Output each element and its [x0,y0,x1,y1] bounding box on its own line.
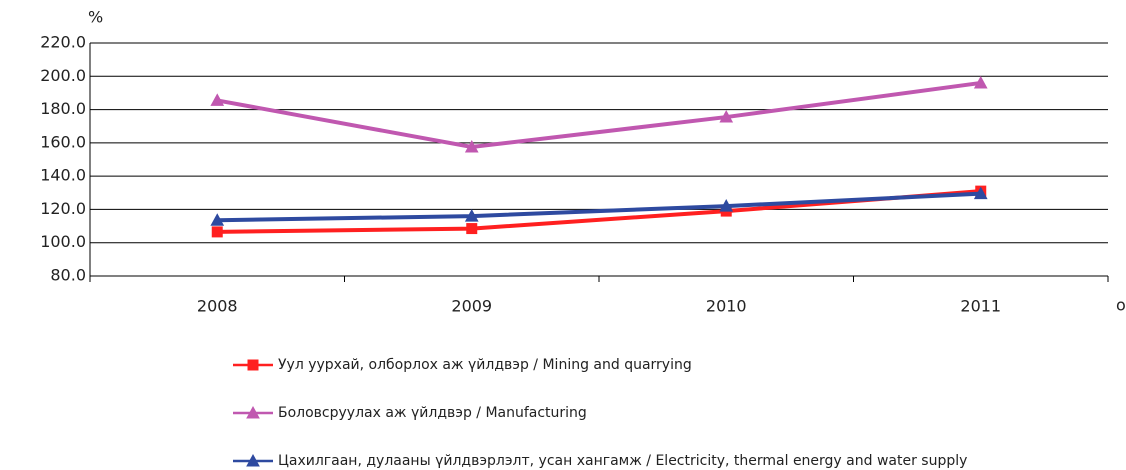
legend-marker [246,405,260,419]
point [210,93,225,106]
point [464,209,479,222]
legend-marker [246,453,260,467]
point [466,223,478,235]
y-tick-label: 80.0 [50,266,86,285]
y-tick-label: 100.0 [40,232,86,251]
legend-label: Уул уурхай, олборлох аж үйлдвэр / Mining… [278,357,692,373]
series-line [216,80,982,150]
legend-marker [247,359,259,371]
y-tick-label: 120.0 [40,199,86,218]
x-tick-label: 2008 [197,297,238,316]
point [719,110,734,123]
point [973,75,988,89]
x-tick-label: 2009 [451,297,492,316]
x-tick-label: 2011 [960,297,1001,316]
y-tick-label: 140.0 [40,166,86,185]
y-tick-label: 220.0 [40,33,86,52]
point [464,139,479,153]
x-tick-label: 2010 [706,297,747,316]
point [211,226,223,238]
legend-label: Боловсруулах аж үйлдвэр / Manufacturing [278,405,587,421]
point [719,199,734,212]
series-line [217,191,981,223]
y-tick-label: 200.0 [40,66,86,85]
x-axis-label: он [1116,296,1126,315]
point [973,186,988,200]
y-tick-label: 180.0 [40,99,86,118]
point [210,213,225,226]
legend-label: Цахилгаан, дулааны үйлдвэрлэлт, усан хан… [278,453,967,469]
y-tick-label: 160.0 [40,132,86,151]
y-axis-label: % [88,8,103,27]
